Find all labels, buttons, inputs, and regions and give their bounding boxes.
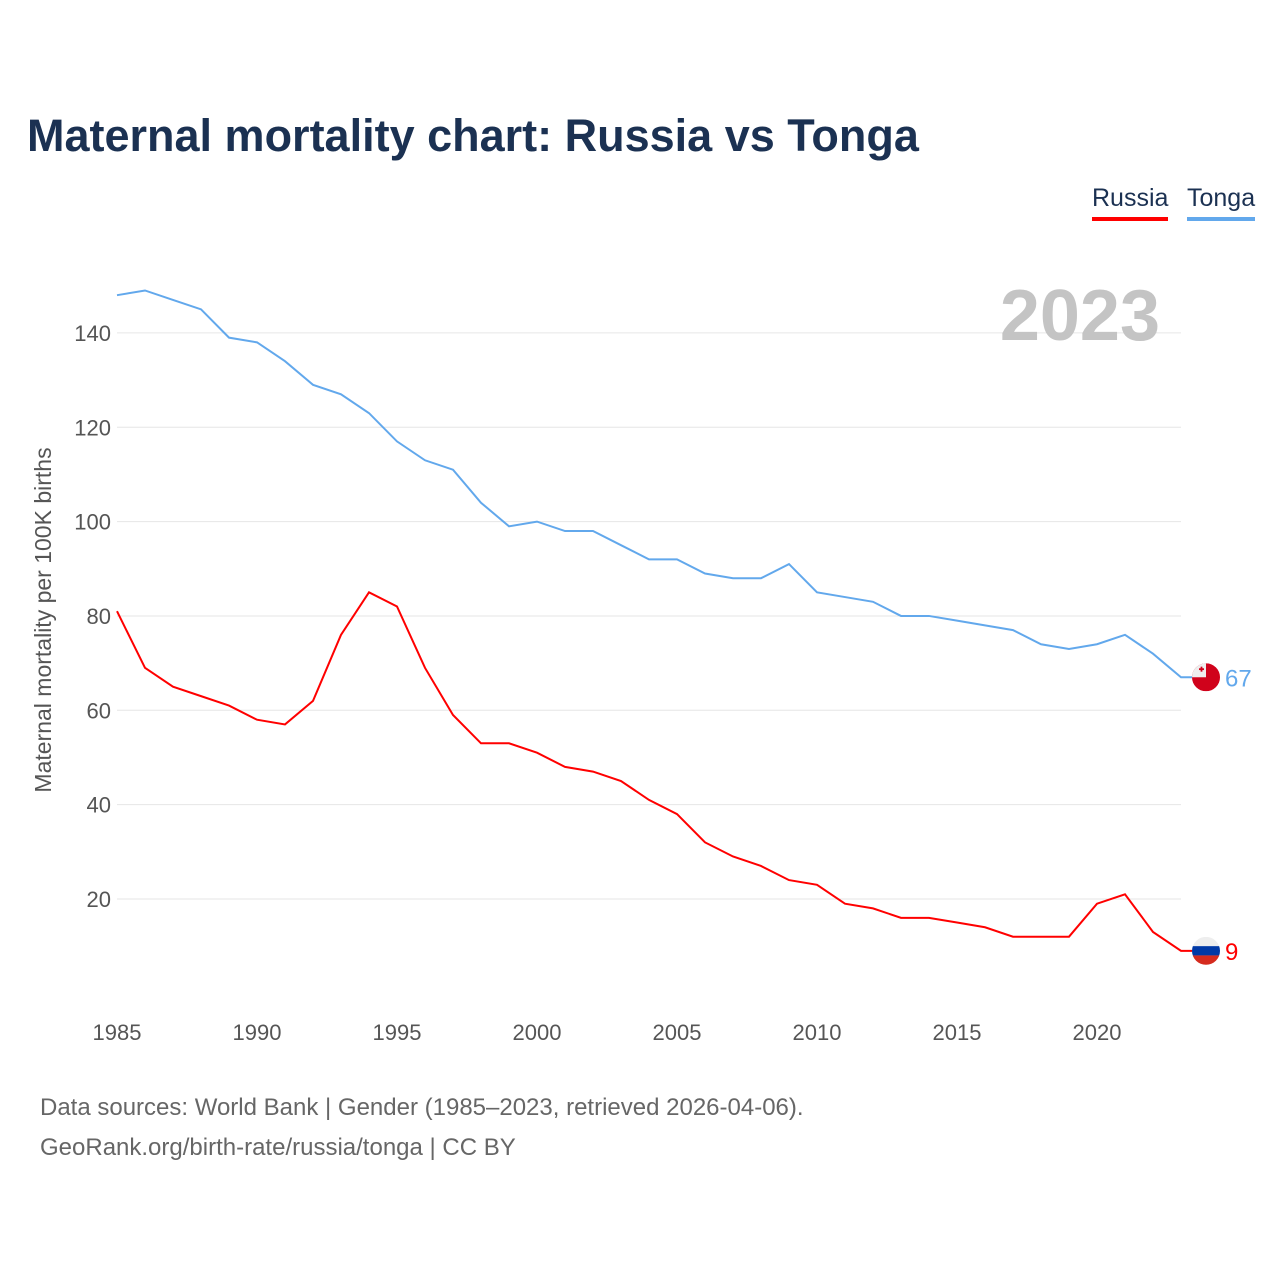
x-tick-label: 2005 [653,1020,702,1045]
source-note: Data sources: World Bank | Gender (1985–… [40,1088,804,1168]
x-tick-label: 2010 [793,1020,842,1045]
y-tick-label: 80 [87,604,111,629]
legend-russia[interactable]: Russia [1092,184,1169,221]
source-line-2[interactable]: GeoRank.org/birth-rate/russia/tonga | CC… [40,1134,516,1161]
series-line-tonga [116,289,1192,679]
russia-flag-icon [1192,936,1220,965]
end-value-tonga: 67 [1225,665,1252,692]
y-axis-label: Maternal mortality per 100K births [30,447,56,792]
y-tick-label: 20 [87,887,111,912]
y-tick-label: 120 [74,415,111,440]
y-tick-label: 140 [74,321,111,346]
source-line-1: Data sources: World Bank | Gender (1985–… [40,1094,804,1121]
x-tick-label: 2015 [933,1020,982,1045]
year-watermark: 2023 [1000,276,1160,356]
x-tick-label: 2000 [513,1020,562,1045]
end-value-russia: 9 [1225,939,1238,966]
y-tick-label: 60 [87,698,111,723]
x-tick-label: 1995 [373,1020,422,1045]
x-tick-label: 1990 [233,1020,282,1045]
series-line-russia [116,591,1192,952]
y-tick-label: 40 [87,793,111,818]
x-tick-label: 1985 [93,1020,142,1045]
y-tick-label: 100 [74,510,111,535]
x-tick-label: 2020 [1073,1020,1122,1045]
legend-tonga[interactable]: Tonga [1187,184,1256,221]
tonga-flag-icon [1192,663,1220,692]
chart-title: Maternal mortality chart: Russia vs Tong… [27,110,919,161]
